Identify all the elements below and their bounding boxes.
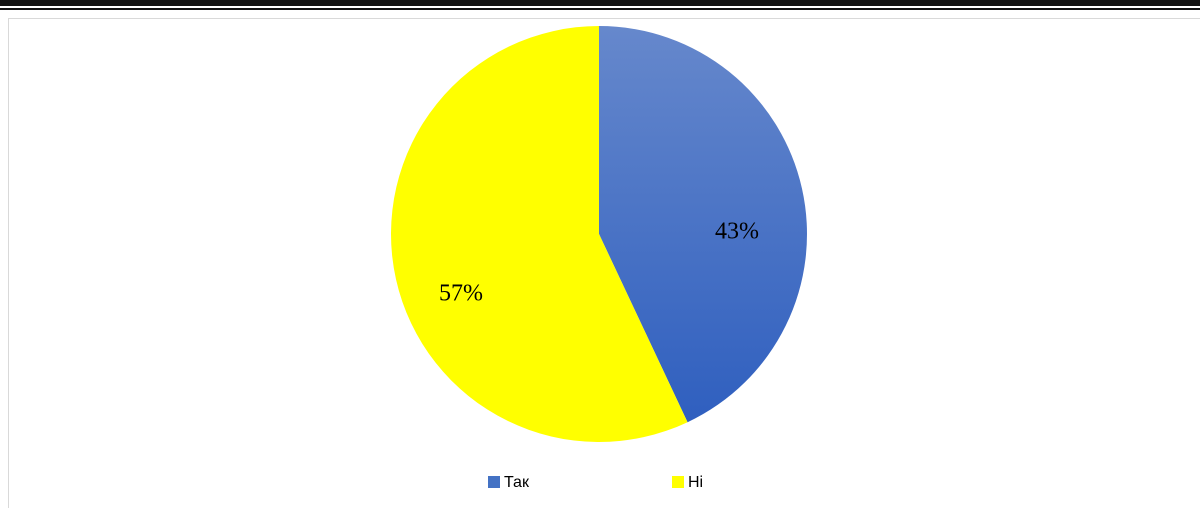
top-rule-thin: [0, 8, 1200, 10]
pie-slice: [599, 26, 807, 423]
data-label: 57%: [439, 280, 483, 306]
legend-label: Так: [504, 474, 530, 491]
legend-swatch: [488, 476, 500, 488]
legend-label: Ні: [688, 474, 703, 491]
pie-slice: [391, 26, 688, 442]
top-rule: [0, 0, 1200, 6]
data-label: 43%: [715, 219, 759, 245]
legend-swatch: [672, 476, 684, 488]
